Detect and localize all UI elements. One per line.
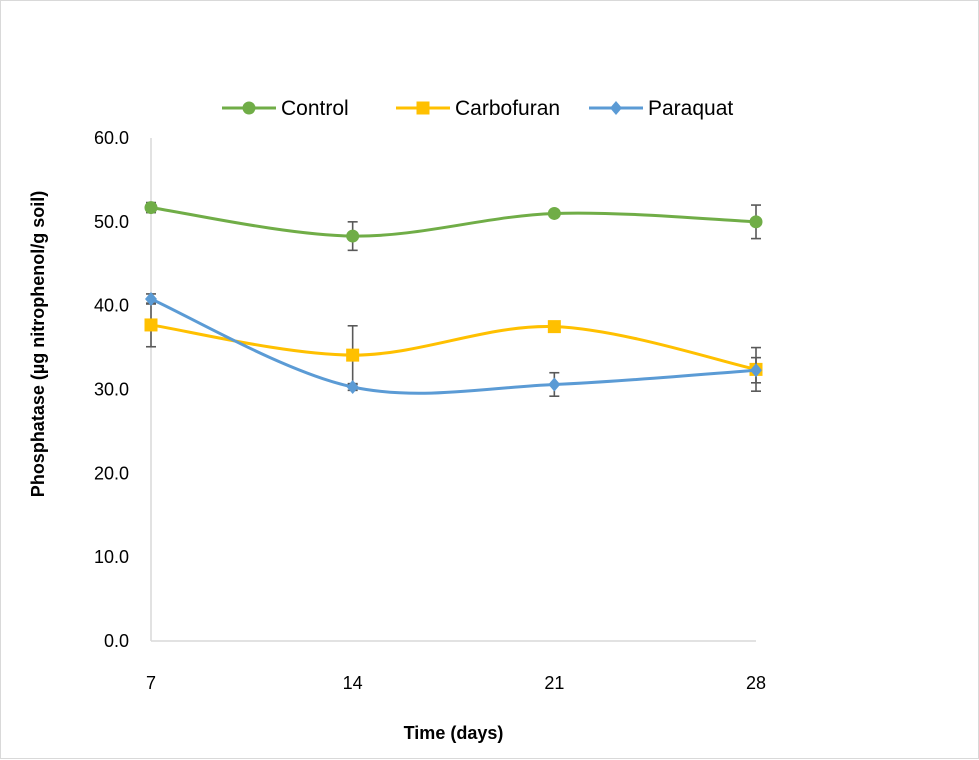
series-paraquat (145, 291, 762, 398)
control-line (149, 206, 758, 238)
legend: Control Carbofuran Paraquat (222, 97, 733, 120)
y-tick-label: 60.0 (94, 128, 129, 148)
x-tick-label: 7 (146, 673, 156, 693)
legend-carbofuran-marker (416, 101, 430, 115)
legend-paraquat-marker (610, 101, 622, 115)
control-marker (749, 215, 763, 229)
carbofuran-line (149, 323, 758, 371)
y-tick-label: 0.0 (104, 631, 129, 651)
y-tick-label: 40.0 (94, 296, 129, 316)
paraquat-marker (346, 379, 359, 394)
y-axis-title: Phosphatase (µg nitrophenol/g soil) (28, 191, 48, 497)
y-tick-label: 50.0 (94, 212, 129, 232)
control-marker (144, 201, 158, 215)
carbofuran-marker (144, 318, 158, 332)
series-layer (144, 201, 763, 398)
legend-item-paraquat: Paraquat (589, 97, 733, 120)
x-tick-label: 21 (544, 673, 564, 693)
paraquat-line (149, 297, 758, 395)
carbofuran-marker (346, 348, 360, 362)
paraquat-marker (145, 291, 157, 306)
paraquat-marker (750, 363, 762, 378)
x-tick-labels: 7 14 21 28 (146, 673, 766, 693)
paraquat-marker (548, 377, 561, 392)
legend-paraquat-label: Paraquat (648, 97, 733, 120)
series-control (144, 201, 763, 252)
legend-item-control: Control (222, 97, 349, 120)
x-tick-label: 14 (343, 673, 363, 693)
axes (150, 138, 756, 642)
x-tick-label: 28 (746, 673, 766, 693)
legend-control-marker (242, 101, 256, 115)
y-tick-label: 20.0 (94, 463, 129, 483)
x-axis-title: Time (days) (404, 723, 504, 743)
legend-carbofuran-label: Carbofuran (455, 97, 560, 120)
y-tick-label: 10.0 (94, 547, 129, 567)
legend-item-carbofuran: Carbofuran (396, 97, 560, 120)
y-tick-label: 30.0 (94, 380, 129, 400)
control-marker (346, 229, 360, 243)
carbofuran-marker (547, 320, 561, 334)
legend-control-label: Control (281, 97, 349, 120)
control-marker (547, 206, 561, 220)
y-tick-labels: 0.0 10.0 20.0 30.0 40.0 50.0 60.0 (94, 128, 129, 651)
